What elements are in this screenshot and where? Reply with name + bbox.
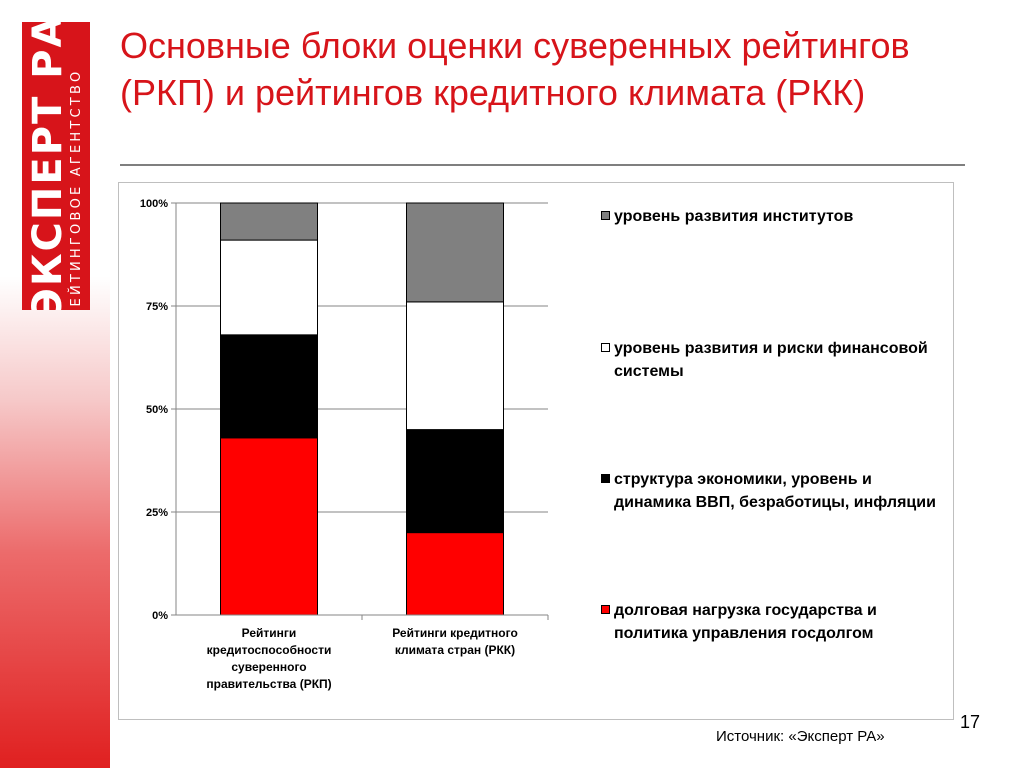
y-tick-label: 100% bbox=[140, 198, 168, 210]
y-tick-label: 50% bbox=[146, 404, 168, 416]
bar-segment-series-0-cat-0 bbox=[220, 437, 318, 616]
bar-segment-series-3-cat-1 bbox=[406, 202, 504, 303]
page-number: 17 bbox=[960, 712, 981, 732]
legend-label: долговая нагрузка государства и политика… bbox=[614, 602, 877, 642]
y-tick-label: 25% bbox=[146, 507, 168, 519]
bar-segment-series-1-cat-0 bbox=[220, 334, 318, 439]
legend-item: уровень развития институтов bbox=[601, 205, 941, 228]
y-tick-label: 75% bbox=[146, 301, 168, 313]
logo-main-text: ЭКСПЕРТ РА bbox=[25, 22, 71, 310]
legend-label: уровень развития институтов bbox=[614, 208, 854, 225]
legend-item: уровень развития и риски финансовой сист… bbox=[601, 337, 941, 383]
slide-title: Основные блоки оценки суверенных рейтинг… bbox=[120, 25, 910, 113]
logo-sub-text: РЕЙТИНГОВОЕ АГЕНТСТВО bbox=[69, 68, 84, 310]
title-divider bbox=[120, 164, 965, 166]
legend-label: структура экономики, уровень и динамика … bbox=[614, 471, 936, 511]
legend-item: долговая нагрузка государства и политика… bbox=[601, 599, 941, 645]
y-tick-label: 0% bbox=[152, 610, 168, 622]
legend-swatch bbox=[601, 343, 610, 352]
bar-segment-series-2-cat-1 bbox=[406, 301, 504, 431]
bar-segment-series-3-cat-0 bbox=[220, 202, 318, 241]
x-category-label: Рейтинги кредитного климата стран (РКК) bbox=[392, 626, 518, 657]
legend-swatch bbox=[601, 474, 610, 483]
bar-segment-series-0-cat-1 bbox=[406, 532, 504, 616]
bar-segment-series-1-cat-1 bbox=[406, 429, 504, 534]
legend-item: структура экономики, уровень и динамика … bbox=[601, 468, 941, 514]
stacked-bar-chart: 0% 25% 50% 75% 100% bbox=[140, 198, 549, 622]
chart-frame: 0% 25% 50% 75% 100% Рейтинги кредитоспособно… bbox=[118, 182, 954, 720]
expert-ra-logo: ЭКСПЕРТ РА РЕЙТИНГОВОЕ АГЕНТСТВО bbox=[22, 22, 90, 310]
bar-segment-series-2-cat-0 bbox=[220, 239, 318, 336]
x-category-label: Рейтинги кредитоспособности суверенного … bbox=[206, 626, 332, 691]
legend-swatch bbox=[601, 211, 610, 220]
logo-text-block: ЭКСПЕРТ РА РЕЙТИНГОВОЕ АГЕНТСТВО bbox=[25, 22, 85, 310]
source-note: Источник: «Эксперт РА» bbox=[716, 728, 885, 745]
legend-swatch bbox=[601, 605, 610, 614]
legend-label: уровень развития и риски финансовой сист… bbox=[614, 340, 928, 380]
